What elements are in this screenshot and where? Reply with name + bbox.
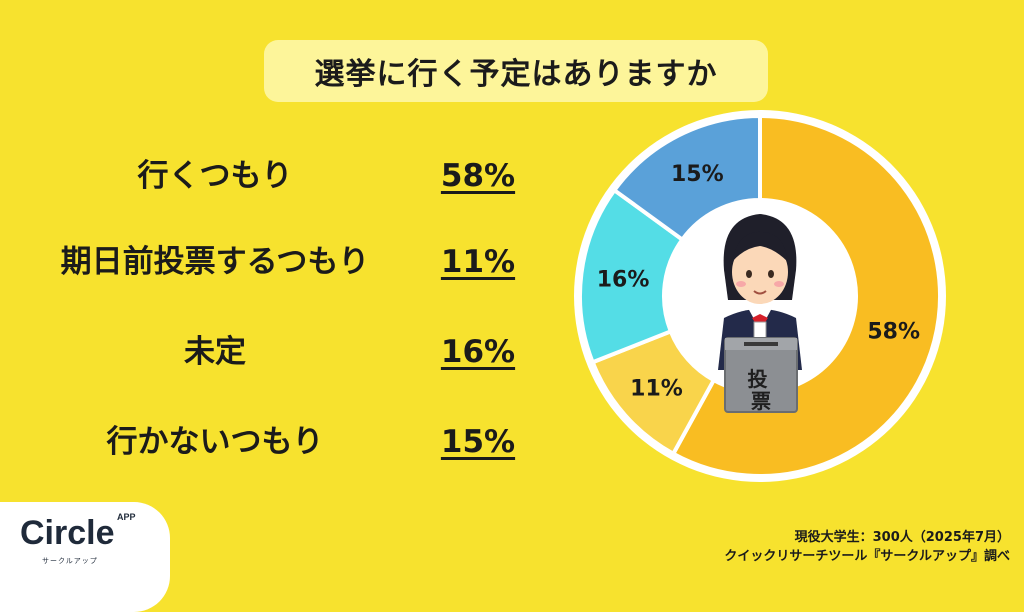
cheek-right	[774, 281, 784, 287]
legend-label: 行かないつもり	[106, 424, 324, 460]
ballot-box-char: 投	[748, 367, 768, 391]
logo-subtext: サークルアップ	[42, 557, 98, 565]
legend-value: 16%	[440, 334, 516, 370]
source-note: 現役大学生：300人（2025年7月） クイックリサーチツール『サークルアップ』…	[724, 528, 1010, 566]
data-label: 15%	[671, 162, 724, 187]
donut-slices	[578, 113, 942, 478]
logo-wordmark: Circle	[20, 514, 115, 552]
face-shape	[732, 240, 788, 304]
legend-value: 58%	[440, 158, 516, 194]
student-illustration: 投 票	[718, 214, 802, 413]
data-label: 58%	[867, 319, 920, 344]
legend-label: 未定	[184, 334, 246, 370]
ballot-box-label: 投 票	[748, 367, 775, 413]
eye-left	[746, 270, 752, 278]
legend-value: 15%	[440, 424, 516, 460]
eye-right	[768, 270, 774, 278]
data-labels: 58% 11% 16% 15%	[597, 162, 920, 401]
legend-label: 行くつもり	[137, 158, 293, 194]
chart-title: 選挙に行く予定はありますか	[314, 57, 718, 92]
cheek-left	[736, 281, 746, 287]
ballot-box-char: 票	[751, 389, 771, 413]
data-label: 11%	[630, 376, 683, 401]
title-box: 選挙に行く予定はありますか	[264, 40, 768, 102]
logo-badge: APP	[117, 512, 136, 522]
data-label: 16%	[597, 268, 650, 293]
bangs-shape	[732, 231, 788, 262]
ballot-slot	[744, 342, 778, 346]
mouth-shape	[753, 290, 767, 295]
legend-value: 11%	[440, 244, 516, 280]
legend-label: 期日前投票するつもり	[60, 244, 370, 280]
source-line: 現役大学生：300人（2025年7月）	[794, 530, 1010, 545]
donut-chart: 投 票 58% 11% 16% 15%	[574, 110, 946, 482]
source-line: クイックリサーチツール『サークルアップ』調べ	[724, 549, 1010, 564]
donut-slice	[670, 113, 942, 478]
